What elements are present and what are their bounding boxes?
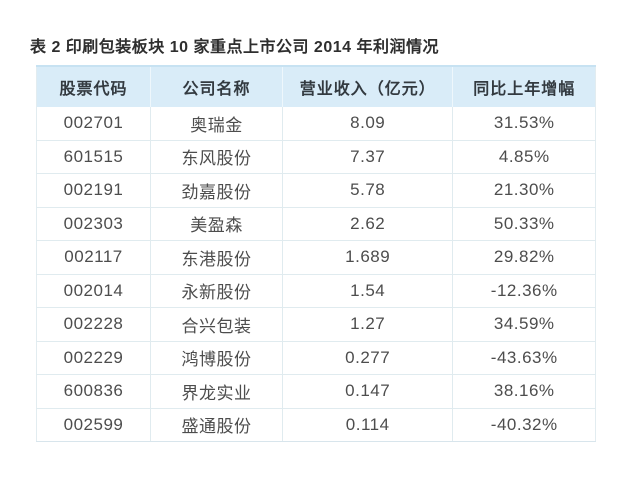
cell-stock-code: 002229 xyxy=(36,341,151,375)
cell-revenue: 1.54 xyxy=(281,274,453,308)
profit-table: 股票代码 公司名称 营业收入（亿元） 同比上年增幅 002701 奥瑞金 8.09 31.5… xyxy=(36,65,596,442)
cell-yoy-growth: 4.85% xyxy=(452,140,596,174)
column-header-stock-code: 股票代码 xyxy=(36,65,151,107)
cell-revenue: 1.689 xyxy=(281,240,453,275)
cell-revenue: 7.37 xyxy=(281,140,453,174)
column-header-company-name: 公司名称 xyxy=(150,65,283,107)
table-row: 002191 劲嘉股份 5.78 21.30% xyxy=(36,173,596,208)
table-title: 表 2 印刷包装板块 10 家重点上市公司 2014 年利润情况 xyxy=(30,39,439,56)
table-row: 002303 美盈森 2.62 50.33% xyxy=(36,207,596,241)
cell-stock-code: 002014 xyxy=(36,274,151,308)
cell-stock-code: 600836 xyxy=(36,374,151,409)
cell-yoy-growth: -12.36% xyxy=(452,274,596,308)
cell-yoy-growth: 50.33% xyxy=(452,207,596,241)
table-row: 002701 奥瑞金 8.09 31.53% xyxy=(36,107,596,141)
cell-company-name: 美盈森 xyxy=(150,207,283,241)
column-header-revenue: 营业收入（亿元） xyxy=(281,65,453,107)
table-row: 002117 东港股份 1.689 29.82% xyxy=(36,240,596,275)
table-row: 002229 鸿博股份 0.277 -43.63% xyxy=(36,341,596,375)
table-row: 600836 界龙实业 0.147 38.16% xyxy=(36,374,596,409)
cell-yoy-growth: -43.63% xyxy=(452,341,596,375)
cell-stock-code: 002303 xyxy=(36,207,151,241)
cell-stock-code: 601515 xyxy=(36,140,151,174)
cell-company-name: 盛通股份 xyxy=(150,408,283,442)
table-header: 股票代码 公司名称 营业收入（亿元） 同比上年增幅 xyxy=(36,65,596,107)
cell-yoy-growth: 31.53% xyxy=(452,107,596,141)
cell-revenue: 2.62 xyxy=(281,207,453,241)
cell-company-name: 东风股份 xyxy=(150,140,283,174)
cell-revenue: 0.114 xyxy=(281,408,453,442)
cell-revenue: 0.147 xyxy=(281,374,453,409)
cell-yoy-growth: 38.16% xyxy=(452,374,596,409)
table-row: 002228 合兴包装 1.27 34.59% xyxy=(36,307,596,342)
cell-company-name: 东港股份 xyxy=(150,240,283,275)
cell-yoy-growth: -40.32% xyxy=(452,408,596,442)
cell-stock-code: 002191 xyxy=(36,173,151,208)
cell-company-name: 合兴包装 xyxy=(150,307,283,342)
table-row: 002599 盛通股份 0.114 -40.32% xyxy=(36,408,596,442)
cell-revenue: 1.27 xyxy=(281,307,453,342)
cell-yoy-growth: 29.82% xyxy=(452,240,596,275)
table-body: 002701 奥瑞金 8.09 31.53% 601515 东风股份 7.37 4.85% 00… xyxy=(36,107,596,442)
cell-company-name: 永新股份 xyxy=(150,274,283,308)
cell-company-name: 劲嘉股份 xyxy=(150,173,283,208)
cell-stock-code: 002599 xyxy=(36,408,151,442)
table-row: 002014 永新股份 1.54 -12.36% xyxy=(36,274,596,308)
cell-stock-code: 002701 xyxy=(36,107,151,141)
cell-revenue: 5.78 xyxy=(281,173,453,208)
column-header-yoy-growth: 同比上年增幅 xyxy=(452,65,596,107)
cell-company-name: 界龙实业 xyxy=(150,374,283,409)
cell-revenue: 8.09 xyxy=(281,107,453,141)
header-row: 股票代码 公司名称 营业收入（亿元） 同比上年增幅 xyxy=(36,65,596,107)
cell-revenue: 0.277 xyxy=(281,341,453,375)
table-row: 601515 东风股份 7.37 4.85% xyxy=(36,140,596,174)
cell-yoy-growth: 34.59% xyxy=(452,307,596,342)
cell-yoy-growth: 21.30% xyxy=(452,173,596,208)
cell-stock-code: 002117 xyxy=(36,240,151,275)
cell-company-name: 奥瑞金 xyxy=(150,107,283,141)
profit-table-container: 股票代码 公司名称 营业收入（亿元） 同比上年增幅 002701 奥瑞金 8.09 31.5… xyxy=(36,65,596,442)
cell-stock-code: 002228 xyxy=(36,307,151,342)
cell-company-name: 鸿博股份 xyxy=(150,341,283,375)
